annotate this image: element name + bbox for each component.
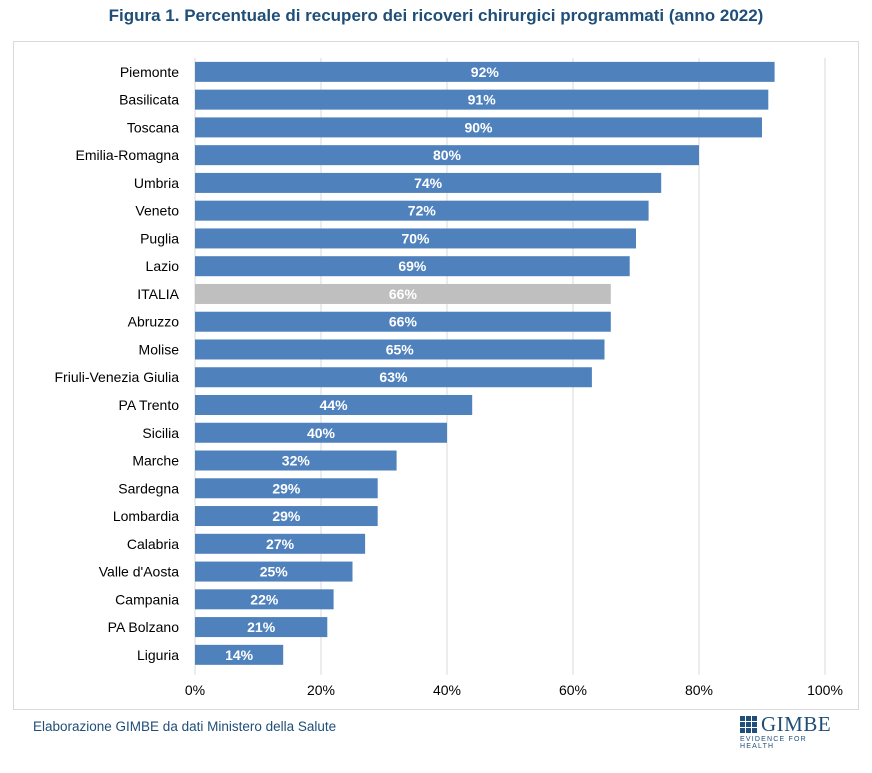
bar: [195, 61, 775, 82]
chart-frame: [13, 41, 859, 710]
source-note: Elaborazione GIMBE da dati Ministero del…: [33, 719, 337, 734]
data-label: 80%: [433, 147, 462, 163]
category-label: PA Trento: [119, 397, 180, 413]
bar-italia: [195, 283, 611, 304]
category-label: Molise: [139, 341, 180, 357]
data-label: 66%: [389, 314, 418, 330]
category-label: Lombardia: [113, 508, 179, 524]
category-label: Umbria: [134, 175, 179, 191]
bar: [195, 172, 662, 193]
x-tick-label: 0%: [185, 682, 205, 698]
bar: [195, 478, 378, 499]
data-label: 91%: [468, 92, 497, 108]
data-label: 32%: [282, 453, 311, 469]
bar: [195, 589, 334, 610]
category-label: Valle d'Aosta: [99, 564, 179, 580]
chart-title: Figura 1. Percentuale di recupero dei ri…: [108, 6, 764, 25]
bar: [195, 644, 284, 665]
bar: [195, 311, 611, 332]
bar: [195, 450, 397, 471]
data-label: 65%: [386, 341, 415, 357]
logo-name: GIMBE: [761, 712, 832, 736]
category-label: Piemonte: [120, 64, 179, 80]
bar: [195, 200, 649, 221]
category-label: Basilicata: [119, 92, 179, 108]
bar: [195, 367, 592, 388]
data-label: 74%: [414, 175, 443, 191]
gimbe-logo-mark-icon: [740, 715, 757, 733]
bar: [195, 89, 769, 110]
data-label: 27%: [266, 536, 295, 552]
data-label: 69%: [398, 258, 427, 274]
category-label: Marche: [132, 453, 179, 469]
category-label: Abruzzo: [128, 314, 180, 330]
logo-tagline: EVIDENCE FOR HEALTH: [740, 736, 807, 750]
x-tick-label: 100%: [807, 682, 843, 698]
x-tick-label: 40%: [433, 682, 461, 698]
data-label: 21%: [247, 619, 276, 635]
data-label: 92%: [471, 64, 500, 80]
bar: [195, 561, 353, 582]
data-label: 29%: [272, 480, 301, 496]
category-label: Toscana: [127, 119, 179, 135]
data-label: 14%: [225, 647, 254, 663]
data-label: 90%: [464, 119, 493, 135]
x-tick-label: 60%: [559, 682, 587, 698]
category-label: ITALIA: [137, 286, 179, 302]
category-label: Campania: [115, 591, 179, 607]
gimbe-logo: GIMBE EVIDENCE FOR HEALTH: [740, 712, 844, 750]
category-label: PA Bolzano: [108, 619, 180, 635]
bar: [195, 145, 699, 166]
data-label: 29%: [272, 508, 301, 524]
data-label: 66%: [389, 286, 418, 302]
category-label: Calabria: [127, 536, 179, 552]
bar: [195, 117, 762, 138]
x-tick-label: 80%: [685, 682, 713, 698]
data-label: 63%: [379, 369, 408, 385]
category-label: Liguria: [137, 647, 179, 663]
category-label: Lazio: [146, 258, 180, 274]
bar: [195, 228, 636, 249]
data-label: 22%: [250, 591, 279, 607]
bar: [195, 339, 605, 360]
x-tick-label: 20%: [307, 682, 335, 698]
bar: [195, 617, 328, 638]
data-label: 25%: [260, 564, 289, 580]
category-label: Veneto: [135, 203, 179, 219]
data-label: 44%: [320, 397, 349, 413]
category-label: Emilia-Romagna: [76, 147, 180, 163]
bar: [195, 422, 447, 443]
category-label: Friuli-Venezia Giulia: [55, 369, 180, 385]
data-label: 40%: [307, 425, 336, 441]
bar: [195, 395, 473, 415]
data-label: 72%: [408, 203, 437, 219]
bar: [195, 533, 366, 554]
data-label: 70%: [401, 230, 430, 246]
category-label: Puglia: [140, 230, 179, 246]
category-label: Sicilia: [142, 425, 179, 441]
bar: [195, 256, 630, 277]
bar: [195, 506, 378, 527]
category-label: Sardegna: [118, 480, 179, 496]
